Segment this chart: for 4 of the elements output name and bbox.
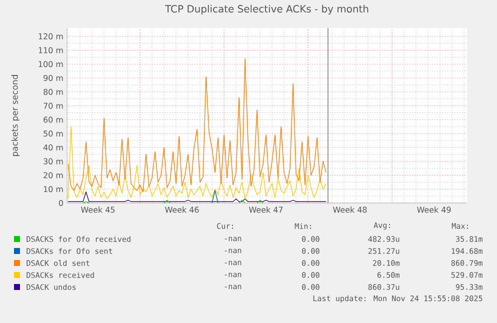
line-series bbox=[68, 58, 326, 192]
y-axis-title: packets per second bbox=[11, 75, 20, 156]
line-series bbox=[68, 126, 326, 200]
chart-title: TCP Duplicate Selective ACKs - by month bbox=[165, 4, 368, 15]
